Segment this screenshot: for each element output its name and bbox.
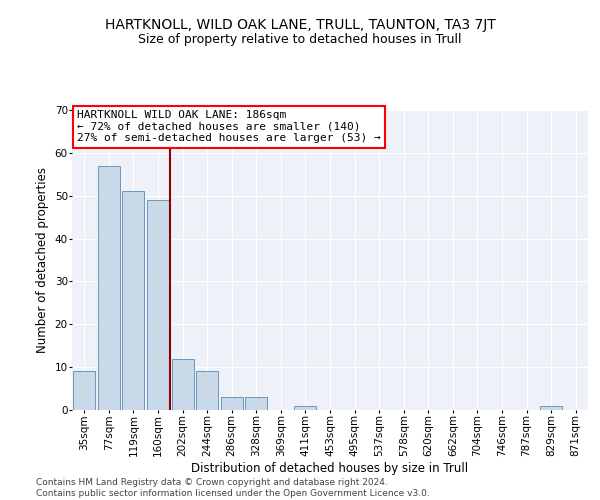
Bar xyxy=(172,358,194,410)
Bar xyxy=(221,397,243,410)
Bar xyxy=(122,192,145,410)
X-axis label: Distribution of detached houses by size in Trull: Distribution of detached houses by size … xyxy=(191,462,469,475)
Bar xyxy=(73,372,95,410)
Bar xyxy=(196,372,218,410)
Bar xyxy=(245,397,268,410)
Bar xyxy=(540,406,562,410)
Text: HARTKNOLL WILD OAK LANE: 186sqm
← 72% of detached houses are smaller (140)
27% o: HARTKNOLL WILD OAK LANE: 186sqm ← 72% of… xyxy=(77,110,381,143)
Text: Size of property relative to detached houses in Trull: Size of property relative to detached ho… xyxy=(138,32,462,46)
Text: HARTKNOLL, WILD OAK LANE, TRULL, TAUNTON, TA3 7JT: HARTKNOLL, WILD OAK LANE, TRULL, TAUNTON… xyxy=(104,18,496,32)
Bar xyxy=(147,200,169,410)
Bar xyxy=(98,166,120,410)
Bar xyxy=(295,406,316,410)
Text: Contains HM Land Registry data © Crown copyright and database right 2024.
Contai: Contains HM Land Registry data © Crown c… xyxy=(36,478,430,498)
Y-axis label: Number of detached properties: Number of detached properties xyxy=(36,167,49,353)
